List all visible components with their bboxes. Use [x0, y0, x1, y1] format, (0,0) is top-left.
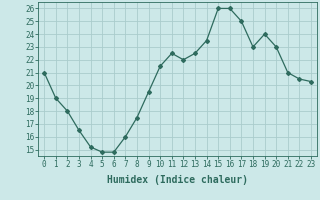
X-axis label: Humidex (Indice chaleur): Humidex (Indice chaleur) — [107, 175, 248, 185]
